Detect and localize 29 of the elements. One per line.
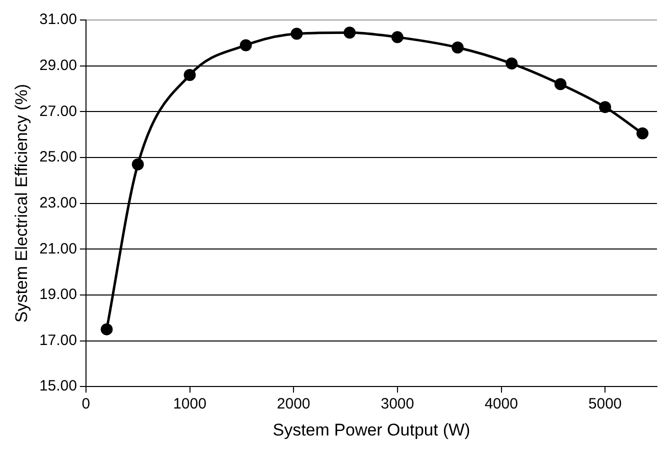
point [554,78,566,90]
y-tick-label: 23.00 [39,194,77,212]
point [391,31,404,44]
y-tick-label: 31.00 [39,11,77,28]
x-tick-label: 5000 [588,396,622,413]
y-tick-label: 15.00 [39,378,77,395]
point [240,39,252,52]
point [290,28,303,40]
y-tick-label: 25.00 [39,148,77,166]
x-tick-label: 4000 [484,396,518,413]
point [344,26,356,39]
point [100,323,113,336]
point [452,41,464,54]
y-axis-title: System Electrical Efficiency (%) [12,84,31,323]
y-tick-label: 29.00 [39,56,77,74]
point [599,101,612,114]
y-tick-label: 17.00 [39,332,77,349]
x-tick-label: 3000 [380,396,414,413]
y-tick-label: 19.00 [39,286,77,304]
x-axis-title: System Power Output (W) [272,420,470,440]
y-tick-label: 27.00 [39,102,77,120]
point [132,158,144,170]
y-tick-label: 21.00 [39,240,77,258]
x-tick-label: 2000 [276,396,310,413]
point [636,127,648,140]
x-tick-label: 1000 [173,396,206,413]
x-tick-label: 0 [82,396,90,413]
point [506,58,518,70]
point [184,68,196,81]
